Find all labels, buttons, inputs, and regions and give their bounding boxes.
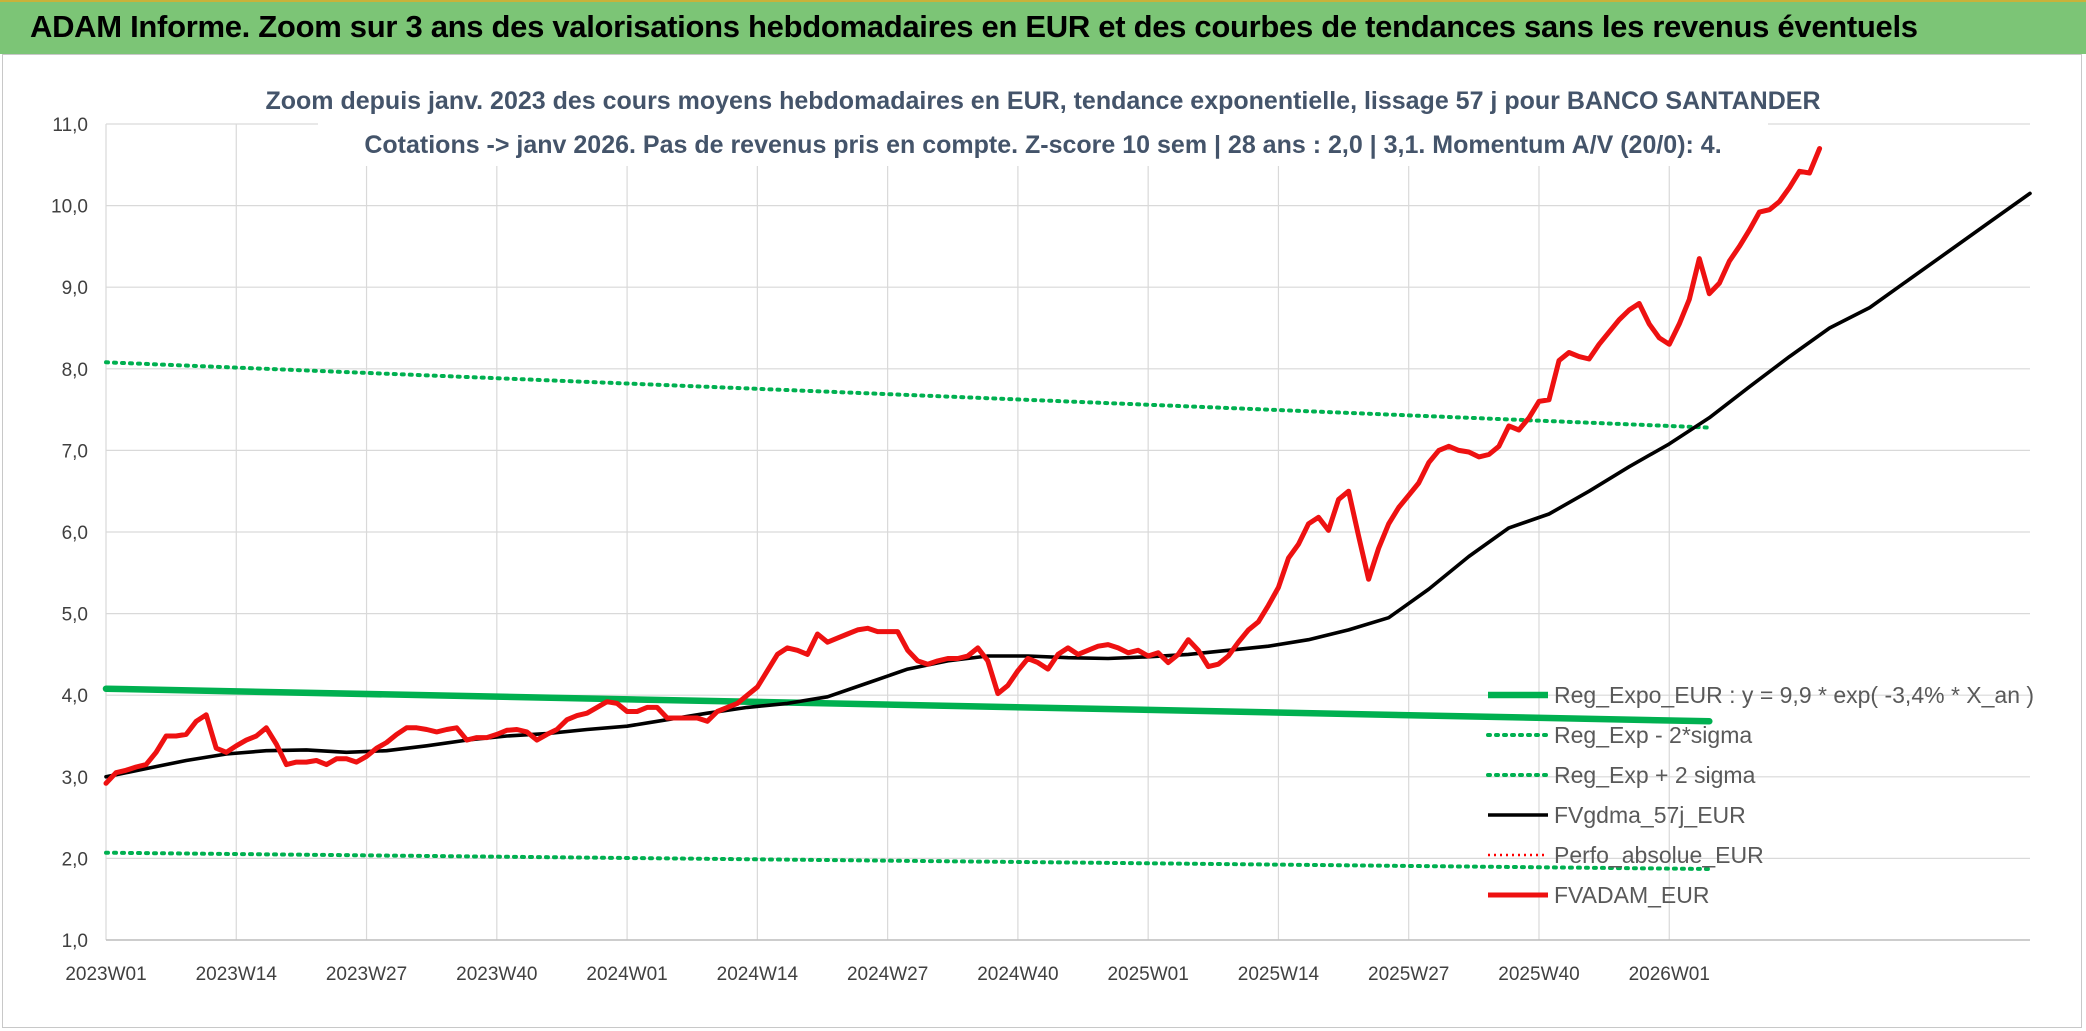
legend-label: FVgdma_57j_EUR (1554, 802, 1746, 828)
subtitle-background (318, 80, 1768, 166)
y-tick-label: 9,0 (62, 278, 88, 299)
x-tick-label: 2024W27 (847, 964, 928, 985)
y-axis-ticks: 1,0 2,0 3,0 4,0 5,0 6,0 7,0 8,0 9,0 10,0 11,0 (51, 115, 88, 952)
chart-frame (2, 54, 2082, 1028)
series-line-reg-exp (104, 850, 1712, 871)
legend-label: Reg_Exp + 2 sigma (1554, 762, 1756, 788)
x-tick-label: 2023W01 (65, 964, 146, 985)
x-axis-ticks: 2023W01 2023W14 2023W27 2023W40 2024W01 2024W… (65, 964, 1710, 985)
x-tick-label: 2023W40 (456, 964, 537, 985)
legend-label: Reg_Exp - 2*sigma (1554, 722, 1752, 748)
legend-label: Reg_Expo_EUR : y = 9,9 * exp( -3,4% * X_… (1554, 682, 2034, 708)
x-tick-label: 2023W27 (326, 964, 407, 985)
y-tick-label: 2,0 (62, 849, 88, 870)
x-tick-label: 2025W27 (1368, 964, 1449, 985)
x-tick-label: 2025W14 (1238, 964, 1320, 985)
legend-label: FVADAM_EUR (1554, 882, 1710, 908)
series-line-fvadam-eur (103, 146, 1823, 786)
y-tick-label: 11,0 (52, 115, 88, 136)
chart-title-line2: Cotations -> janv 2026. Pas de revenus p… (364, 131, 1721, 159)
x-tick-label: 2026W01 (1629, 964, 1710, 985)
report-title: ADAM Informe. Zoom sur 3 ans des valoris… (30, 9, 1918, 44)
x-tick-label: 2023W14 (196, 964, 278, 985)
report-banner: ADAM Informe. Zoom sur 3 ans des valoris… (0, 0, 2086, 54)
y-tick-label: 10,0 (51, 197, 88, 218)
y-tick-label: 7,0 (62, 441, 88, 462)
x-tick-label: 2025W01 (1107, 964, 1188, 985)
chart-title-line1: Zoom depuis janv. 2023 des cours moyens … (265, 87, 1820, 115)
x-tick-label: 2024W14 (717, 964, 799, 985)
series-line-reg-exp (104, 360, 1712, 430)
y-tick-label: 3,0 (62, 768, 88, 789)
y-tick-label: 4,0 (62, 686, 88, 707)
legend-label: Perfo_absolue_EUR (1554, 842, 1764, 868)
chart-legend: Reg_Expo_EUR : y = 9,9 * exp( -3,4% * X_… (1486, 682, 2034, 908)
x-tick-label: 2024W40 (977, 964, 1058, 985)
y-tick-label: 1,0 (62, 931, 88, 952)
y-tick-label: 6,0 (62, 523, 88, 544)
series-line-fvgdma-57j-eur (104, 191, 2032, 779)
y-tick-label: 5,0 (62, 605, 88, 626)
series-line-reg-expo-eur (102, 685, 1713, 725)
chart-series (102, 146, 2032, 871)
y-tick-label: 8,0 (62, 360, 88, 381)
x-tick-label: 2024W01 (586, 964, 667, 985)
x-tick-label: 2025W40 (1498, 964, 1579, 985)
